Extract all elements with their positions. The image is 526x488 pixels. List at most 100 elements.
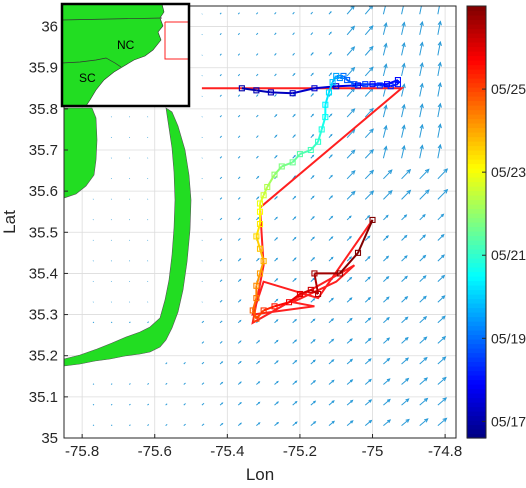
colorbar-band — [467, 28, 486, 34]
colorbar-band — [467, 33, 486, 39]
current-arrowhead — [331, 400, 335, 404]
colorbar-band — [467, 321, 486, 327]
current-arrow — [364, 170, 374, 180]
current-arrow — [219, 53, 222, 56]
current-arrowhead — [405, 418, 410, 423]
current-arrowhead — [239, 381, 242, 384]
current-arrowhead — [404, 336, 409, 341]
trajectory-marker — [296, 290, 303, 298]
colorbar-band — [467, 132, 486, 138]
current-arrowhead — [257, 340, 261, 343]
current-arrow — [346, 379, 353, 385]
current-arrowhead — [311, 134, 315, 137]
current-arrow — [401, 296, 408, 303]
current-arrowhead — [275, 196, 278, 199]
current-arrowhead — [257, 381, 261, 384]
inset-state-border-north — [62, 17, 163, 21]
colorbar-band — [467, 334, 486, 340]
current-arrowhead — [330, 236, 334, 239]
current-arrow — [364, 190, 374, 200]
current-arrowhead — [404, 316, 409, 321]
current-arrowhead — [293, 154, 296, 157]
current-arrowhead — [405, 398, 410, 403]
current-arrowhead — [312, 359, 316, 363]
current-arrowhead — [351, 190, 356, 196]
current-arrow — [437, 234, 445, 241]
current-arrowhead — [350, 25, 356, 31]
current-arrowhead — [368, 378, 372, 383]
current-arrowhead — [401, 62, 406, 68]
colorbar-band — [467, 348, 486, 354]
current-arrow — [147, 321, 150, 324]
current-arrowhead — [275, 298, 279, 301]
current-arrow — [419, 145, 423, 159]
current-arrowhead — [311, 93, 314, 96]
current-arrow — [346, 46, 355, 56]
current-arrowhead — [350, 420, 354, 424]
current-arrowhead — [437, 123, 442, 129]
current-arrow — [165, 362, 168, 365]
colorbar-band — [467, 406, 486, 412]
current-arrow — [383, 419, 391, 427]
current-arrowhead — [276, 360, 279, 363]
current-arrow — [401, 190, 411, 200]
colorbar-frame — [466, 5, 487, 439]
current-arrow — [419, 234, 426, 241]
current-arrowhead — [293, 195, 297, 199]
current-arrow — [219, 341, 223, 344]
current-arrow — [255, 94, 259, 97]
current-arrowhead — [437, 82, 442, 88]
current-arrow — [237, 155, 241, 159]
current-arrow — [346, 420, 354, 427]
current-arrow — [237, 73, 241, 77]
current-arrowhead — [312, 256, 316, 260]
current-arrowhead — [423, 397, 429, 402]
x-tick-label: -75 — [362, 443, 384, 460]
current-arrow — [401, 337, 409, 344]
current-arrow — [437, 62, 441, 77]
current-arrow — [401, 378, 409, 385]
current-arrowhead — [367, 255, 371, 259]
current-arrowhead — [330, 154, 333, 157]
current-arrowhead — [276, 401, 279, 404]
current-arrow — [419, 21, 423, 35]
current-arrow — [219, 217, 223, 221]
current-arrow — [437, 254, 445, 262]
current-arrowhead — [404, 275, 408, 280]
current-arrow — [437, 336, 446, 344]
trajectory-marker — [271, 303, 278, 310]
trajectory-marker — [311, 270, 318, 277]
current-arrow — [219, 197, 223, 200]
current-arrow — [401, 42, 405, 56]
current-arrowhead — [437, 102, 442, 108]
trajectory-segment — [310, 289, 319, 295]
current-arrowhead — [239, 319, 242, 322]
current-arrow — [401, 22, 405, 35]
current-arrowhead — [369, 66, 374, 72]
trajectory-segment — [270, 91, 293, 95]
current-arrow — [274, 53, 277, 56]
colorbar-band — [467, 37, 486, 43]
trajectory-marker — [253, 282, 260, 289]
trajectory-segment — [263, 305, 275, 312]
trajectory-segment — [281, 161, 294, 168]
x-axis-label: Lon — [246, 465, 274, 484]
current-arrowhead — [350, 46, 356, 51]
colorbar-band — [467, 253, 486, 259]
current-arrowhead — [367, 235, 371, 239]
current-arrowhead — [239, 299, 242, 302]
current-arrow — [256, 135, 259, 138]
current-arrowhead — [313, 400, 317, 404]
current-arrowhead — [294, 277, 297, 281]
current-arrowhead — [401, 83, 406, 89]
current-arrow — [255, 73, 259, 77]
current-arrow — [437, 189, 448, 200]
current-arrow — [437, 213, 444, 221]
current-arrowhead — [405, 357, 410, 362]
current-arrowhead — [276, 421, 280, 425]
current-arrow — [364, 338, 371, 344]
inset-land — [62, 4, 165, 106]
trajectory-segment — [255, 309, 265, 320]
colorbar-band — [467, 24, 486, 30]
